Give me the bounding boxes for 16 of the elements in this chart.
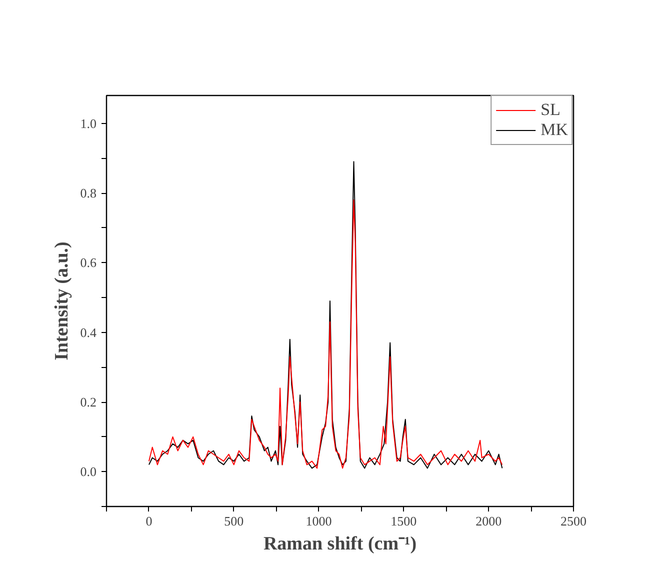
x-tick-label: 1000 bbox=[306, 514, 332, 528]
text: 0.0 bbox=[80, 464, 96, 480]
x-axis-title: Raman shift (cm⁻¹) bbox=[263, 534, 417, 554]
y-tick-label: 0.2 bbox=[80, 394, 96, 410]
x-tick-label: 500 bbox=[224, 514, 244, 528]
legend-label: SL bbox=[540, 100, 561, 120]
x-tick-label: 2500 bbox=[560, 514, 586, 528]
y-tick-label: 0.4 bbox=[80, 324, 97, 340]
y-tick-label: 0.8 bbox=[80, 186, 96, 201]
y-tick-label: 1.0 bbox=[80, 116, 96, 131]
y-tick-label: 0.6 bbox=[80, 255, 97, 270]
x-tick-label: 1500 bbox=[390, 514, 417, 528]
x-tick-label: 0 bbox=[146, 514, 152, 528]
x-tick-label: 2000 bbox=[476, 514, 502, 528]
legend-label: MK bbox=[540, 120, 568, 140]
y-axis-title: Intensity (a.u.) bbox=[51, 242, 72, 360]
